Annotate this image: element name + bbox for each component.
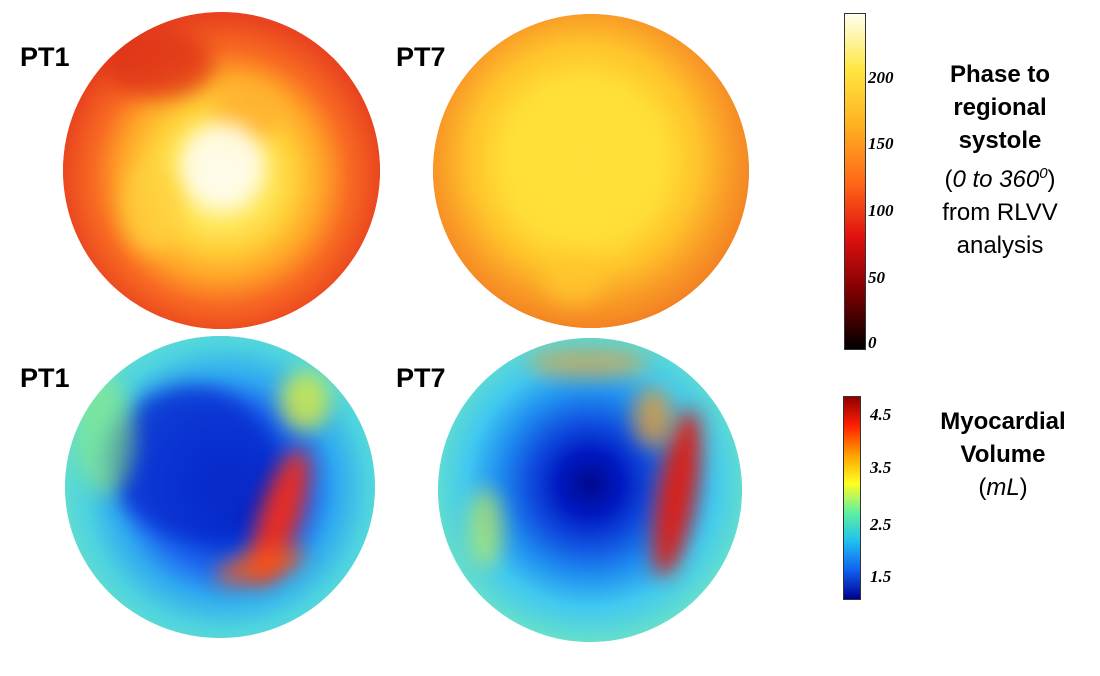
phase-tick-100: 100 xyxy=(868,201,894,220)
phase-tick-150: 150 xyxy=(868,134,894,153)
phase-tick-50: 50 xyxy=(868,268,885,287)
volume-polar-map-pt7 xyxy=(438,338,742,642)
panel-label-pt1-top: PT1 xyxy=(20,42,70,72)
phase-polar-map-pt1 xyxy=(63,12,380,329)
volume-tick-1-5: 1.5 xyxy=(870,567,892,586)
panel-label-pt1-bottom: PT1 xyxy=(20,363,70,393)
volume-tick-2-5: 2.5 xyxy=(870,515,892,534)
volume-tick-4-5: 4.5 xyxy=(870,405,892,424)
phase-colorbar xyxy=(844,13,866,350)
phase-legend-source: from RLVV analysis xyxy=(942,199,1058,259)
volume-tick-3-5: 3.5 xyxy=(870,458,892,477)
phase-legend-range: (0 to 3600) xyxy=(944,165,1056,193)
panel-label-pt7-top: PT7 xyxy=(396,42,446,72)
volume-colorbar xyxy=(843,396,861,600)
phase-colorbar-ticks: 200 150 100 50 0 xyxy=(868,0,908,360)
phase-legend-title: Phase to regional systole xyxy=(949,61,1051,154)
volume-legend-title: Myocardial Volume xyxy=(940,408,1066,468)
volume-legend-text: Myocardial Volume (mL) xyxy=(918,405,1088,504)
phase-legend-text: Phase to regional systole (0 to 3600) fr… xyxy=(915,58,1085,262)
phase-tick-0: 0 xyxy=(868,333,877,352)
phase-polar-map-pt7 xyxy=(433,14,749,328)
phase-tick-200: 200 xyxy=(868,68,894,87)
panel-label-pt7-bottom: PT7 xyxy=(396,363,446,393)
volume-colorbar-ticks: 4.5 3.5 2.5 1.5 xyxy=(870,0,910,620)
volume-polar-map-pt1 xyxy=(65,336,375,638)
volume-legend-unit: (mL) xyxy=(978,474,1028,501)
